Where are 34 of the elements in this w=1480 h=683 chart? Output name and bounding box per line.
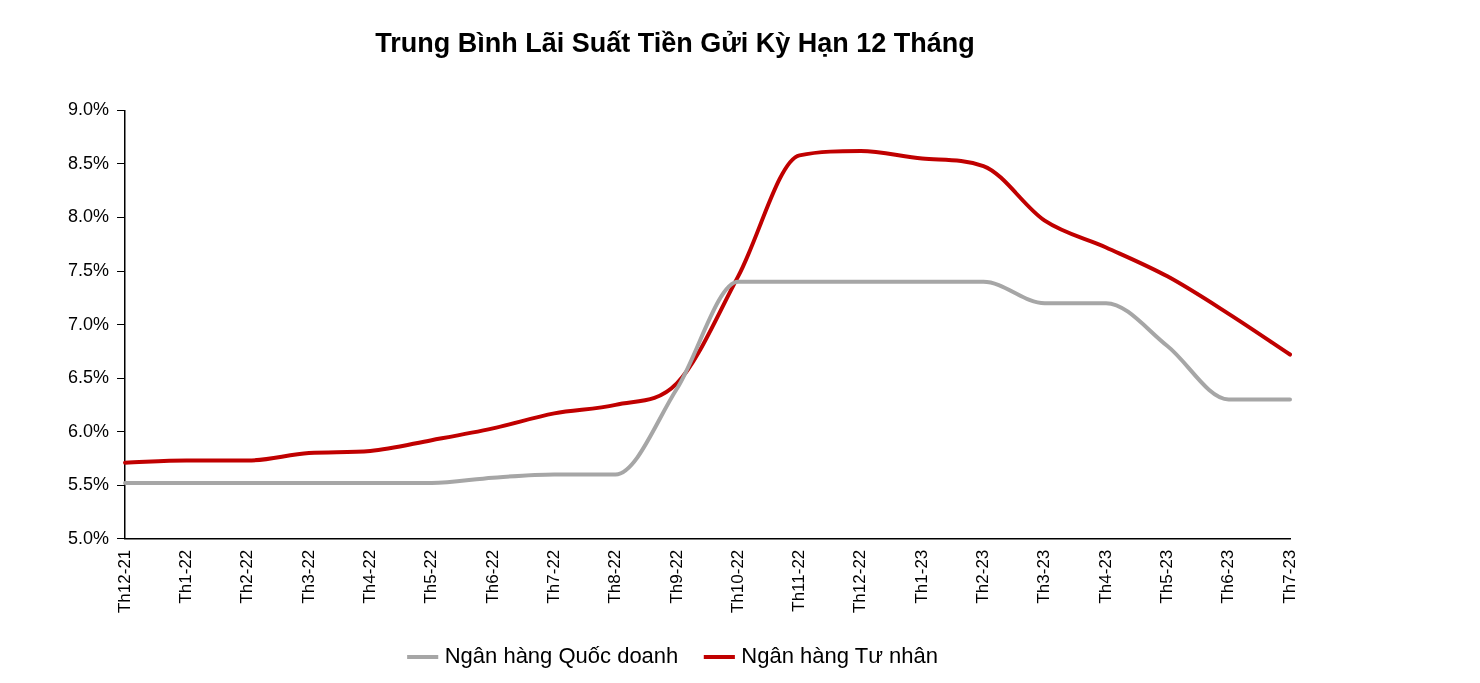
y-tick-label: 8.0% xyxy=(68,206,110,227)
x-tick-label: Th6-23 xyxy=(1218,549,1238,604)
x-tick-label: Th3-23 xyxy=(1034,549,1054,604)
y-tick-label: 8.5% xyxy=(68,152,110,173)
y-tick-label: 7.5% xyxy=(68,259,110,280)
x-tick-label: Th4-23 xyxy=(1095,549,1115,604)
legend-label: Ngân hàng Tư nhân xyxy=(741,643,938,669)
x-tick-label: Th9-22 xyxy=(666,549,686,604)
legend-label: Ngân hàng Quốc doanh xyxy=(444,643,679,669)
chart-title: Trung Bình Lãi Suất Tiền Gửi Kỳ Hạn 12 Tháng xyxy=(375,27,975,58)
x-tick-label: Th8-22 xyxy=(605,549,625,604)
x-tick-label: Th12-22 xyxy=(850,549,870,614)
x-tick-label: Th6-22 xyxy=(482,549,502,604)
y-tick-label: 6.0% xyxy=(68,420,110,441)
x-tick-label: Th7-22 xyxy=(543,549,563,604)
x-tick-label: Th3-22 xyxy=(298,549,318,604)
x-tick-label: Th7-23 xyxy=(1279,549,1299,604)
x-tick-label: Th1-22 xyxy=(176,549,196,604)
y-tick-label: 7.0% xyxy=(68,313,110,334)
x-tick-label: Th4-22 xyxy=(359,549,379,604)
x-tick-label: Th10-22 xyxy=(727,549,747,614)
y-tick-label: 5.0% xyxy=(68,527,110,548)
x-tick-label: Th11-22 xyxy=(789,549,809,612)
x-tick-label: Th2-23 xyxy=(973,549,993,604)
x-tick-label: Th2-22 xyxy=(237,549,257,604)
y-tick-label: 6.5% xyxy=(68,367,110,388)
x-tick-label: Th5-23 xyxy=(1157,549,1177,604)
y-tick-label: 9.0% xyxy=(68,99,110,120)
x-tick-label: Th12-21 xyxy=(114,549,134,614)
x-tick-label: Th5-22 xyxy=(421,549,441,604)
line-series xyxy=(123,149,1292,465)
x-tick-label: Th1-23 xyxy=(911,549,931,604)
line-series xyxy=(123,279,1292,486)
y-tick-label: 5.5% xyxy=(68,474,110,495)
